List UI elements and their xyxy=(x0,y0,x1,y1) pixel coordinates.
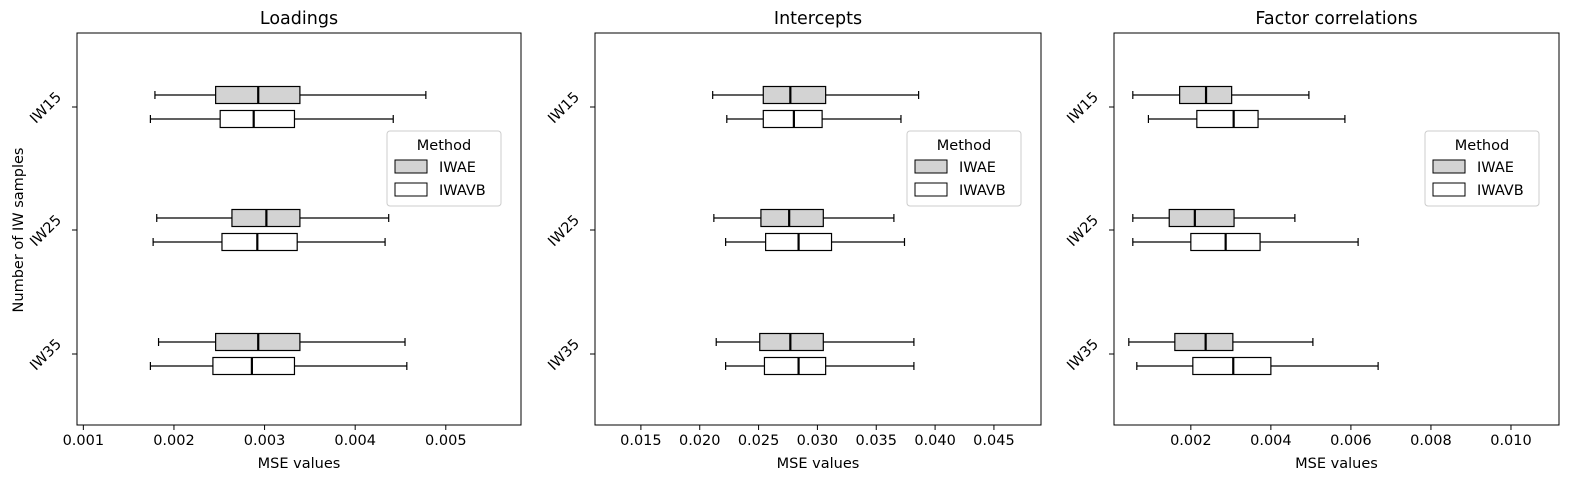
box-iwavb-iw15 xyxy=(149,109,394,129)
legend-label-iwavb: IWAVB xyxy=(1477,183,1524,199)
plot-frame xyxy=(1113,32,1560,426)
legend-label-iwae: IWAE xyxy=(959,160,996,176)
x-tick-label: 0.015 xyxy=(620,433,662,449)
shared-y-axis-label: Number of IW samples xyxy=(11,148,27,313)
x-tick-label: 0.008 xyxy=(1410,433,1452,449)
y-tick-label: IW25 xyxy=(545,212,583,250)
legend: Method IWAE IWAVB xyxy=(1424,130,1540,207)
legend: Method IWAE IWAVB xyxy=(906,130,1022,207)
iqr-box xyxy=(759,332,824,352)
x-tick-label: 0.030 xyxy=(797,433,839,449)
x-tick-label: 0.035 xyxy=(855,433,897,449)
legend-swatch-iwavb xyxy=(1432,182,1466,197)
x-tick-label: 0.005 xyxy=(425,433,467,449)
x-tick-label: 0.045 xyxy=(973,433,1015,449)
x-axis-label: MSE values xyxy=(1295,456,1378,472)
iqr-box xyxy=(1168,208,1235,228)
x-tick-label: 0.003 xyxy=(244,433,286,449)
panel-3: Factor correlations 0.002 0.004 0.006 0.008 0… xyxy=(1064,9,1560,472)
chart-panels: Loadings 0.001 0.002 0.003 0.004 0.005 MSE val… xyxy=(27,9,1560,472)
panel-2: Intercepts 0.015 0.020 0.025 0.030 0.035 0.040… xyxy=(545,9,1042,472)
x-tick-label: 0.004 xyxy=(1250,433,1292,449)
box-iwavb-iw15 xyxy=(726,109,902,129)
iqr-box xyxy=(762,85,827,105)
legend-swatch-iwae xyxy=(914,159,948,174)
legend-swatch-iwae xyxy=(394,159,428,174)
box-iwae-iw25 xyxy=(156,208,390,228)
legend-label-iwae: IWAE xyxy=(439,160,476,176)
y-tick-label: IW15 xyxy=(545,89,583,127)
iqr-box xyxy=(760,208,824,228)
legend-title: Method xyxy=(1455,138,1509,154)
legend: Method IWAE IWAVB xyxy=(386,130,502,207)
plot-frame xyxy=(594,32,1042,426)
box-iwavb-iw35 xyxy=(149,356,408,376)
legend-swatch-iwavb xyxy=(394,182,428,197)
box-iwae-iw35 xyxy=(157,332,406,352)
box-iwae-iw35 xyxy=(1128,332,1314,352)
iqr-box xyxy=(219,109,296,129)
legend-label-iwavb: IWAVB xyxy=(959,183,1006,199)
chart-title: Loadings xyxy=(260,9,338,29)
x-tick-label: 0.025 xyxy=(738,433,780,449)
iqr-box xyxy=(221,232,298,252)
iqr-box xyxy=(1196,109,1259,129)
box-iwavb-iw25 xyxy=(1132,232,1359,252)
x-tick-label: 0.020 xyxy=(679,433,721,449)
iqr-box xyxy=(212,356,296,376)
box-iwae-iw15 xyxy=(712,85,920,105)
iqr-box xyxy=(1174,332,1234,352)
legend-title: Method xyxy=(417,138,471,154)
x-tick-label: 0.004 xyxy=(334,433,376,449)
y-tick-label: IW15 xyxy=(27,89,65,127)
box-iwae-iw25 xyxy=(713,208,895,228)
x-tick-label: 0.002 xyxy=(1170,433,1212,449)
legend-swatch-iwae xyxy=(1432,159,1466,174)
legend-title: Method xyxy=(937,138,991,154)
legend-label-iwae: IWAE xyxy=(1477,160,1514,176)
box-iwae-iw15 xyxy=(1132,85,1310,105)
chart-title: Intercepts xyxy=(774,9,862,29)
box-iwae-iw35 xyxy=(715,332,915,352)
x-tick-label: 0.002 xyxy=(153,433,195,449)
panel-1: Loadings 0.001 0.002 0.003 0.004 0.005 MSE val… xyxy=(27,9,522,472)
legend-swatch-iwavb xyxy=(914,182,948,197)
box-iwavb-iw15 xyxy=(1147,109,1346,129)
box-iwavb-iw25 xyxy=(152,232,386,252)
y-tick-label: IW15 xyxy=(1064,89,1102,127)
y-tick-label: IW35 xyxy=(1064,336,1102,374)
y-tick-label: IW35 xyxy=(27,336,65,374)
y-tick-label: IW25 xyxy=(1064,212,1102,250)
x-tick-label: 0.010 xyxy=(1490,433,1532,449)
y-tick-label: IW35 xyxy=(545,336,583,374)
box-iwavb-iw35 xyxy=(725,356,915,376)
x-tick-label: 0.001 xyxy=(63,433,105,449)
chart-title: Factor correlations xyxy=(1255,9,1417,29)
iqr-box xyxy=(763,356,827,376)
legend-label-iwavb: IWAVB xyxy=(439,183,486,199)
x-tick-label: 0.006 xyxy=(1330,433,1372,449)
box-iwavb-iw25 xyxy=(725,232,906,252)
iqr-box xyxy=(1192,356,1272,376)
box-iwae-iw15 xyxy=(154,85,427,105)
box-iwavb-iw35 xyxy=(1136,356,1379,376)
x-axis-label: MSE values xyxy=(777,456,860,472)
iqr-box xyxy=(762,109,823,129)
x-tick-label: 0.040 xyxy=(914,433,956,449)
x-axis-label: MSE values xyxy=(258,456,341,472)
y-tick-label: IW25 xyxy=(27,212,65,250)
box-iwae-iw25 xyxy=(1132,208,1296,228)
plot-frame xyxy=(76,32,522,426)
